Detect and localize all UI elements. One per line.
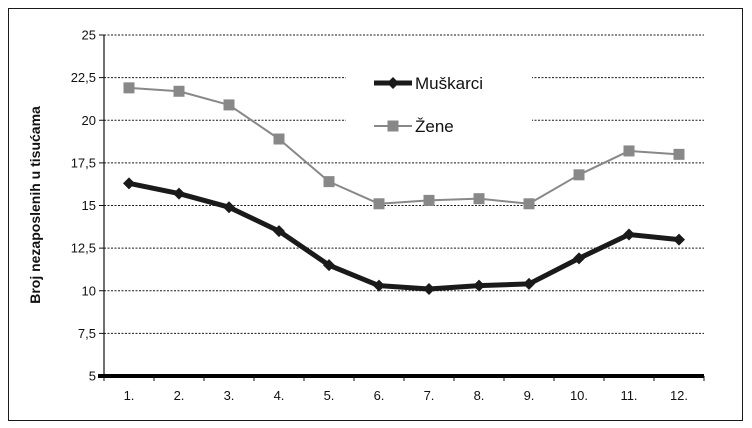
- axes: [98, 34, 705, 381]
- legend-label: Muškarci: [415, 74, 483, 93]
- y-tick-label: 5: [89, 369, 96, 384]
- x-tick-label: 10.: [570, 388, 588, 403]
- y-tick-label: 20: [82, 113, 96, 128]
- data-point: [623, 228, 635, 241]
- data-point: [123, 82, 135, 94]
- data-point: [473, 279, 485, 292]
- y-tick-label: 7,5: [78, 326, 96, 341]
- x-tick-label: 1.: [124, 388, 135, 403]
- gridlines: [104, 34, 704, 334]
- x-tick-label: 7.: [424, 388, 435, 403]
- series-2: [123, 82, 685, 210]
- legend-marker: [387, 77, 399, 89]
- series-line: [128, 180, 680, 292]
- data-point: [323, 176, 335, 188]
- y-tick-labels: 5 7,5 10 12,5 15 17,5 20 22,5 25: [71, 28, 96, 384]
- x-tick-label: 2.: [174, 388, 185, 403]
- y-axis-title: Broj nezaposlenih u tisućama: [27, 106, 43, 304]
- x-tick-label: 9.: [524, 388, 535, 403]
- x-tick-label: 5.: [324, 388, 335, 403]
- x-tick-label: 8.: [474, 388, 485, 403]
- y-tick-label: 15: [82, 198, 96, 213]
- y-tick-label: 25: [82, 28, 96, 43]
- data-point: [173, 85, 185, 97]
- data-point: [423, 194, 435, 206]
- series-line: [128, 86, 680, 205]
- data-point: [373, 279, 385, 292]
- x-tick-label: 11.: [620, 388, 637, 403]
- data-point: [223, 201, 235, 214]
- data-point: [223, 99, 235, 111]
- legend: Muškarci Žene: [346, 62, 532, 146]
- data-point: [123, 177, 135, 190]
- data-point: [373, 198, 385, 210]
- data-point: [473, 193, 485, 205]
- legend-marker: [387, 120, 399, 132]
- x-tick-label: 4.: [274, 388, 285, 403]
- y-tick-label: 17,5: [71, 155, 96, 170]
- x-tick-label: 12.: [670, 388, 688, 403]
- data-point: [523, 198, 535, 210]
- x-tick-labels: 1. 2. 3. 4. 5. 6. 7. 8. 9. 10. 11. 12.: [124, 388, 688, 403]
- data-point: [523, 277, 535, 290]
- data-point: [173, 187, 185, 200]
- data-point: [673, 233, 685, 246]
- legend-label: Žene: [415, 117, 454, 136]
- x-tick-label: 3.: [224, 388, 235, 403]
- y-tick-label: 12,5: [71, 241, 96, 256]
- x-tick-label: 6.: [374, 388, 385, 403]
- y-tick-label: 10: [82, 283, 96, 298]
- data-point: [573, 169, 585, 181]
- legend-box: [346, 62, 532, 146]
- data-point: [623, 145, 635, 157]
- data-point: [573, 252, 585, 265]
- data-point: [673, 148, 685, 160]
- data-point: [423, 283, 435, 296]
- data-point: [323, 259, 335, 272]
- series: [123, 82, 685, 296]
- data-point: [273, 225, 285, 238]
- data-point: [273, 133, 285, 145]
- y-tick-label: 22,5: [71, 70, 96, 85]
- series-1: [123, 177, 685, 296]
